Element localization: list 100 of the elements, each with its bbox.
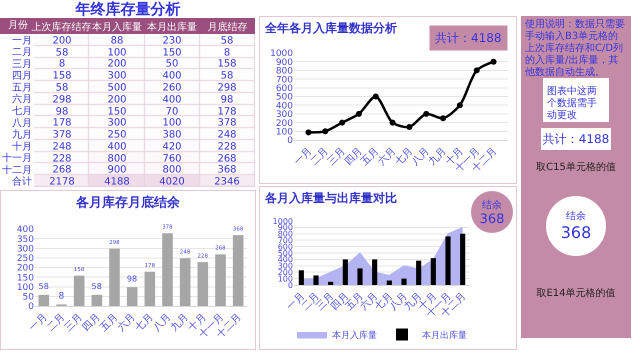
data-label: 98 bbox=[126, 273, 138, 284]
y-tick-label: 二月 bbox=[12, 47, 32, 58]
bar bbox=[401, 278, 407, 285]
text: 共计：4188 bbox=[435, 31, 502, 45]
bar bbox=[372, 259, 378, 285]
data-label: 8 bbox=[58, 291, 64, 302]
text: 368 bbox=[560, 223, 592, 242]
text: 图表中这两个数据需手动更改 bbox=[543, 78, 609, 122]
y-tick-label: 九月 bbox=[12, 128, 32, 141]
y-tick-label: 100 bbox=[16, 282, 34, 293]
y-tick-label: 八月 bbox=[12, 118, 32, 129]
data-label: 200 bbox=[107, 58, 127, 70]
data-label: 4188 bbox=[104, 176, 130, 188]
point bbox=[339, 120, 346, 126]
text: 取C15单元格的值 bbox=[535, 160, 617, 174]
chart-title: 各月库存月底结余 bbox=[75, 194, 181, 210]
y-tick-label: 250 bbox=[16, 254, 34, 264]
data-label: 58 bbox=[56, 82, 68, 94]
data-label: 760 bbox=[162, 154, 182, 164]
y-tick-label: 1000 bbox=[272, 216, 293, 226]
y-tick-label: 100 bbox=[276, 127, 294, 138]
point bbox=[474, 67, 480, 74]
data-label: 100 bbox=[107, 48, 127, 58]
data-label: 8 bbox=[58, 58, 66, 70]
data-label: 300 bbox=[107, 70, 127, 82]
data-label: 88 bbox=[110, 36, 124, 46]
data-label: 248 bbox=[217, 130, 237, 140]
bar bbox=[298, 270, 304, 285]
bar bbox=[460, 234, 466, 285]
y-tick-label: 0 bbox=[288, 280, 293, 290]
y-tick-label: 400 bbox=[16, 225, 34, 236]
text: 结余 bbox=[565, 210, 587, 223]
y-tick-label: 300 bbox=[16, 244, 34, 254]
bar bbox=[328, 282, 334, 285]
data-label: 150 bbox=[107, 106, 127, 118]
bar bbox=[386, 280, 392, 285]
data-label: 178 bbox=[52, 118, 72, 128]
y-tick-label: 700 bbox=[276, 75, 294, 86]
y-tick-label: 五月 bbox=[12, 82, 32, 94]
y-tick-label: 300 bbox=[276, 110, 294, 120]
y-tick-label: 150 bbox=[16, 273, 34, 284]
data-label: 150 bbox=[162, 48, 182, 58]
y-tick-label: 350 bbox=[16, 234, 34, 245]
data-label: 250 bbox=[107, 130, 127, 140]
y-axis-title: 月份 bbox=[8, 20, 28, 31]
chart-title: 年终库存量分析 bbox=[74, 0, 182, 18]
bar bbox=[430, 258, 436, 285]
y-tick-label: 六月 bbox=[12, 93, 32, 106]
data-label: 8 bbox=[224, 48, 230, 58]
x-tick-label: 本月出库量 bbox=[147, 21, 198, 33]
text: 共计：4188 bbox=[541, 128, 611, 150]
point bbox=[305, 129, 312, 136]
y-tick-label: 一月 bbox=[12, 35, 32, 46]
bar bbox=[144, 272, 156, 306]
bar bbox=[445, 236, 451, 285]
y-tick-label: 200 bbox=[16, 264, 34, 274]
data-label: 300 bbox=[107, 118, 127, 128]
x-tick-label: 本月入库量 bbox=[92, 21, 142, 33]
y-tick-label: 500 bbox=[276, 92, 294, 103]
y-tick-label: 0 bbox=[287, 136, 294, 146]
y-tick-label: 800 bbox=[276, 66, 294, 77]
data-label: 298 bbox=[52, 94, 72, 106]
data-label: 58 bbox=[220, 70, 234, 82]
point bbox=[456, 102, 463, 108]
data-label: 58 bbox=[56, 48, 68, 58]
data-label: 230 bbox=[162, 36, 182, 46]
data-label: 368 bbox=[217, 164, 237, 176]
data-label: 378 bbox=[217, 118, 237, 128]
data-label: 400 bbox=[162, 70, 182, 82]
bar bbox=[215, 254, 226, 306]
data-label: 58 bbox=[220, 36, 234, 46]
y-tick-label: 600 bbox=[276, 84, 294, 94]
y-tick-label: 100 bbox=[278, 274, 293, 284]
bar bbox=[180, 258, 190, 306]
y-tick-label: 200 bbox=[278, 268, 293, 277]
data-label: 58 bbox=[38, 281, 49, 292]
data-label: 228 bbox=[217, 142, 237, 152]
bar bbox=[342, 259, 348, 285]
data-label: 2346 bbox=[214, 176, 240, 188]
data-label: 378 bbox=[52, 130, 72, 140]
data-label: 298 bbox=[217, 82, 237, 94]
data-label: 70 bbox=[166, 106, 178, 118]
y-tick-label: 700 bbox=[278, 236, 293, 245]
bar bbox=[162, 233, 173, 306]
point bbox=[372, 94, 379, 100]
y-tick-label: 600 bbox=[278, 242, 293, 252]
data-label: 268 bbox=[217, 154, 237, 164]
data-label: 200 bbox=[52, 36, 72, 46]
data-label: 500 bbox=[107, 82, 127, 94]
point bbox=[356, 110, 362, 117]
y-tick-label: 500 bbox=[278, 248, 293, 258]
bar bbox=[74, 276, 84, 306]
data-label: 98 bbox=[220, 94, 234, 106]
point bbox=[390, 120, 396, 126]
data-label: 4020 bbox=[159, 176, 185, 188]
y-tick-label: 400 bbox=[276, 101, 294, 112]
data-label: 200 bbox=[107, 94, 127, 106]
data-label: 98 bbox=[56, 106, 68, 118]
point bbox=[406, 124, 412, 130]
data-label: 268 bbox=[52, 164, 72, 176]
